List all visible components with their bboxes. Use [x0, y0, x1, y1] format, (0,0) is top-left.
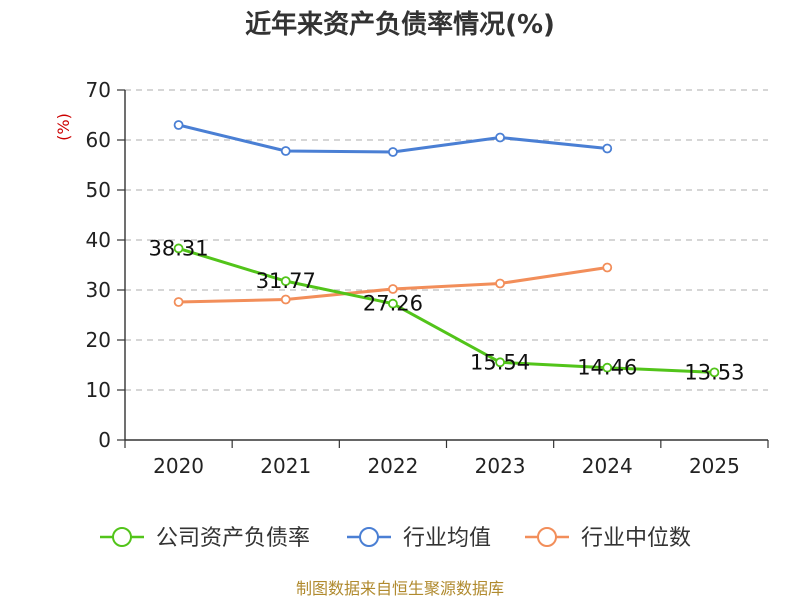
- data-labels: 38.31 31.77 27.26 15.54 14.46 13.53: [149, 236, 745, 384]
- series-group: [173, 120, 720, 378]
- y-tick-label: 30: [86, 278, 111, 302]
- data-point: [173, 243, 184, 254]
- data-point: [495, 357, 505, 368]
- x-tick-label: 2023: [475, 454, 526, 478]
- legend-marker: [537, 527, 557, 547]
- data-point: [173, 120, 184, 130]
- legend-label: 公司资产负债率: [156, 526, 310, 551]
- y-tick-label: 60: [86, 128, 111, 152]
- y-tick-label: 0: [98, 428, 111, 452]
- axes: 0 10 20 30 40 50 60 70 2020 2021 2022 2023 2024 2025: [86, 78, 769, 478]
- source-note: 制图数据来自恒生聚源数据库: [296, 579, 504, 598]
- chart-title: 近年来资产负债率情况(%): [245, 9, 555, 40]
- legend-label: 行业中位数: [581, 526, 691, 551]
- y-tick-label: 40: [86, 228, 111, 252]
- data-point: [495, 278, 505, 289]
- data-point: [602, 262, 613, 273]
- data-point: [709, 367, 720, 378]
- data-point: [280, 294, 291, 305]
- data-point: [495, 132, 505, 143]
- data-point: [173, 297, 184, 307]
- data-label: 31.77: [256, 269, 316, 293]
- x-tick-label: 2024: [582, 454, 633, 478]
- y-tick-label: 50: [86, 178, 111, 202]
- data-label: 14.46: [577, 356, 637, 380]
- data-label: 15.54: [470, 350, 530, 374]
- x-tick-label: 2020: [153, 454, 204, 478]
- data-point: [388, 284, 398, 294]
- legend-label: 行业均值: [403, 526, 491, 551]
- data-label: 38.31: [149, 236, 209, 260]
- data-point: [388, 147, 398, 157]
- y-tick-label: 20: [86, 328, 111, 352]
- y-tick-label: 10: [86, 378, 111, 402]
- x-tick-label: 2022: [367, 454, 418, 478]
- data-point: [602, 362, 613, 373]
- data-point: [602, 143, 613, 154]
- legend: 公司资产负债率 行业均值 行业中位数: [100, 526, 691, 551]
- legend-marker: [112, 527, 132, 547]
- data-label: 13.53: [684, 360, 744, 384]
- legend-marker: [359, 527, 379, 547]
- y-tick-label: 70: [86, 78, 111, 102]
- x-tick-label: 2025: [689, 454, 740, 478]
- data-point: [280, 276, 291, 287]
- gridlines: [125, 89, 768, 391]
- series-line-0: [178, 247, 715, 374]
- data-point: [388, 298, 398, 309]
- y-axis-unit: (%): [54, 113, 73, 141]
- data-point: [280, 146, 291, 156]
- data-label: 27.26: [363, 292, 423, 316]
- x-tick-label: 2021: [260, 454, 311, 478]
